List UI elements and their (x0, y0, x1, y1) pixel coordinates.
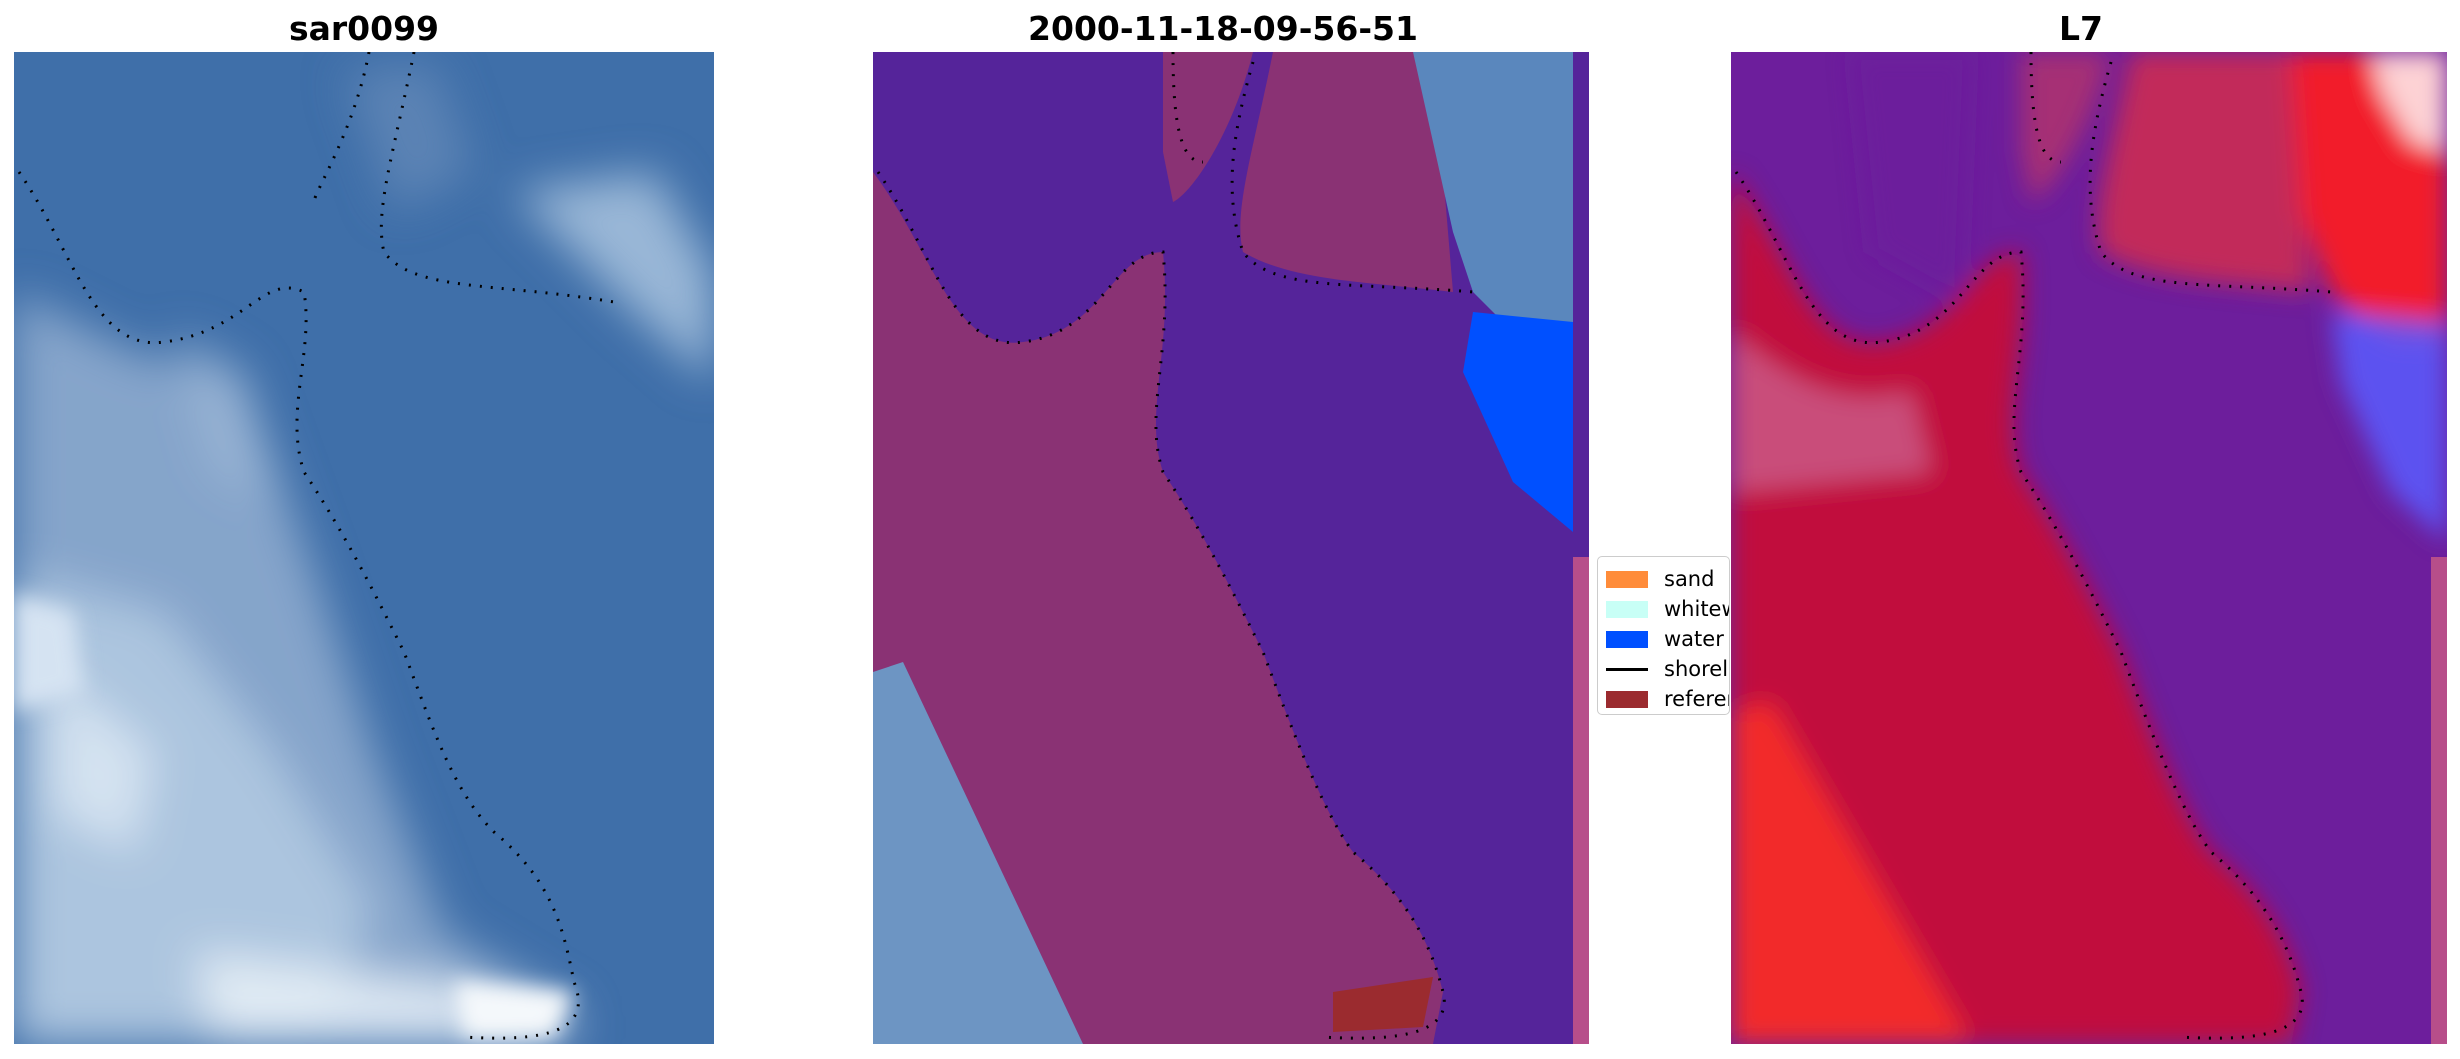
l7-blended-regions (1731, 52, 2447, 1044)
rgb-image-panel (14, 52, 714, 1044)
rgb-image (14, 52, 714, 1044)
land-class-upper-left (1163, 52, 1253, 202)
reference-patch (1333, 977, 1433, 1032)
classified-image-panel (873, 52, 1589, 1044)
legend-swatch-water (1606, 630, 1648, 648)
legend-item-shoreline: shoreline (1606, 657, 1729, 681)
panel-title-classified: 2000-11-18-09-56-51 (1028, 9, 1418, 48)
l7-image-panel (1731, 52, 2447, 1044)
shoreline-path-upper (312, 52, 615, 304)
legend-item-reference: reference (1606, 687, 1729, 711)
edge-strip (2431, 557, 2447, 1044)
legend-label-water: water (1664, 627, 1724, 651)
legend-swatch-sand (1606, 570, 1648, 588)
legend-swatch-whitewater (1606, 600, 1648, 618)
shoreline-path-upper (2029, 52, 2332, 294)
bright-foam (14, 592, 574, 1037)
legend-swatch-reference (1606, 690, 1648, 708)
foam-zones (14, 62, 714, 1044)
legend-item-water: water (1606, 627, 1724, 651)
panel-title-l7: L7 (2059, 9, 2103, 48)
panel-title-rgb: sar0099 (288, 9, 440, 48)
classified-image (873, 52, 1589, 1044)
l7-image (1731, 52, 2447, 1044)
legend-item-sand: sand (1606, 567, 1714, 591)
land-class-region (873, 172, 1443, 1044)
legend-swatch-shoreline (1606, 667, 1648, 671)
land-class-upper-right (1240, 52, 1453, 292)
shoreline-path (17, 171, 580, 1040)
water-patch (1463, 312, 1573, 532)
rgb-visible-upper-right (1413, 52, 1573, 332)
shoreline-path-upper (1171, 52, 1474, 294)
legend-label-reference: reference (1664, 687, 1729, 711)
edge-strip (1573, 557, 1589, 1044)
rgb-visible-lower-left (873, 662, 1083, 1044)
legend-label-sand: sand (1664, 567, 1715, 591)
legend-label-shoreline: shoreline (1664, 657, 1729, 681)
